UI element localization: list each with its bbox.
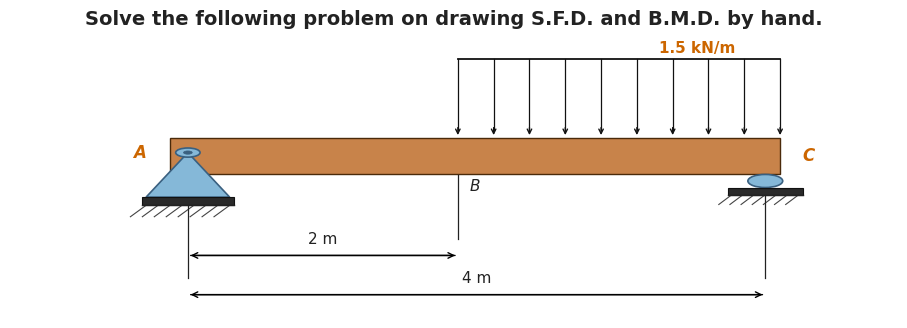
Bar [141, 197, 234, 205]
Text: A: A [133, 144, 146, 162]
Text: 1.5 kN/m: 1.5 kN/m [659, 41, 736, 56]
Text: C: C [803, 147, 815, 165]
Text: B: B [469, 179, 480, 194]
Circle shape [748, 174, 783, 188]
Bar [727, 188, 803, 195]
Polygon shape [146, 153, 229, 197]
Bar [171, 138, 780, 174]
Circle shape [176, 148, 200, 157]
Text: 4 m: 4 m [462, 272, 492, 286]
Text: Solve the following problem on drawing S.F.D. and B.M.D. by hand.: Solve the following problem on drawing S… [84, 10, 823, 30]
Circle shape [183, 151, 192, 154]
Text: 2 m: 2 m [308, 232, 337, 247]
